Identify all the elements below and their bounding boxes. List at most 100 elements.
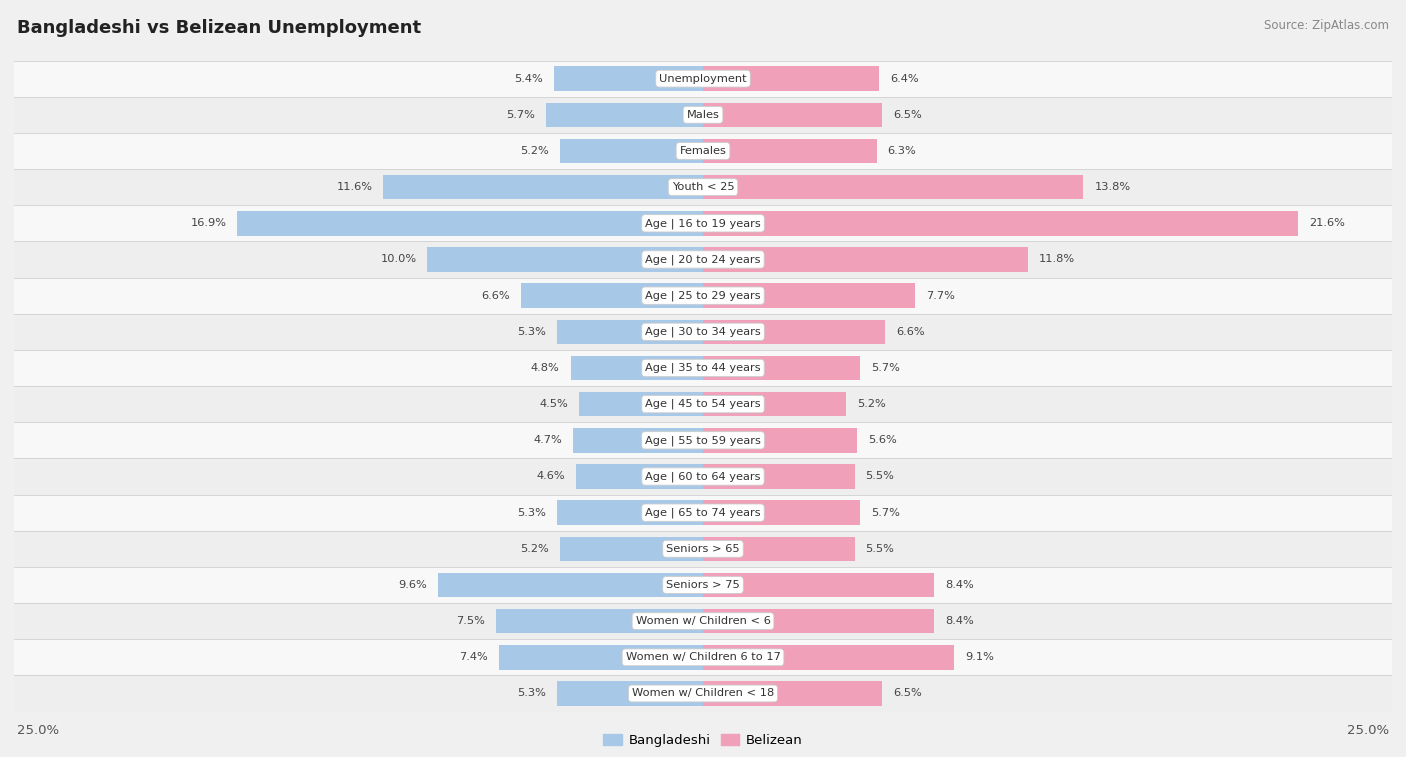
Text: Women w/ Children 6 to 17: Women w/ Children 6 to 17 [626,653,780,662]
Text: 6.6%: 6.6% [896,327,925,337]
Bar [703,283,915,308]
Text: 7.4%: 7.4% [460,653,488,662]
Bar [14,350,1392,386]
Text: Age | 30 to 34 years: Age | 30 to 34 years [645,326,761,337]
Text: 6.6%: 6.6% [481,291,510,301]
Bar [14,422,1392,459]
Text: Source: ZipAtlas.com: Source: ZipAtlas.com [1264,19,1389,32]
Text: 5.2%: 5.2% [520,146,548,156]
Text: 4.6%: 4.6% [537,472,565,481]
Text: Age | 60 to 64 years: Age | 60 to 64 years [645,472,761,481]
Bar [14,494,1392,531]
Bar [703,102,882,127]
Bar [703,139,876,164]
Bar [14,241,1392,278]
Text: 4.8%: 4.8% [531,363,560,373]
Bar [576,464,703,489]
Text: 8.4%: 8.4% [945,616,974,626]
Text: 6.4%: 6.4% [890,73,920,83]
Text: 5.3%: 5.3% [517,327,546,337]
Bar [238,211,703,235]
Text: 5.3%: 5.3% [517,689,546,699]
Text: Bangladeshi vs Belizean Unemployment: Bangladeshi vs Belizean Unemployment [17,19,420,37]
Bar [14,278,1392,313]
Text: 6.3%: 6.3% [887,146,917,156]
Text: Females: Females [679,146,727,156]
Text: 9.6%: 9.6% [399,580,427,590]
Bar [560,537,703,561]
Text: 11.6%: 11.6% [336,182,373,192]
Text: Age | 25 to 29 years: Age | 25 to 29 years [645,291,761,301]
Legend: Bangladeshi, Belizean: Bangladeshi, Belizean [598,728,808,752]
Text: 5.7%: 5.7% [872,363,900,373]
Text: 9.1%: 9.1% [965,653,994,662]
Text: 4.7%: 4.7% [534,435,562,445]
Bar [14,133,1392,169]
Bar [499,645,703,670]
Bar [14,603,1392,639]
Bar [14,386,1392,422]
Text: 5.7%: 5.7% [506,110,534,120]
Text: Seniors > 65: Seniors > 65 [666,544,740,554]
Text: 25.0%: 25.0% [1347,724,1389,737]
Text: Age | 16 to 19 years: Age | 16 to 19 years [645,218,761,229]
Text: 6.5%: 6.5% [893,110,922,120]
Text: 16.9%: 16.9% [190,218,226,229]
Bar [14,97,1392,133]
Text: 5.7%: 5.7% [872,508,900,518]
Bar [14,61,1392,97]
Text: 5.3%: 5.3% [517,508,546,518]
Bar [14,169,1392,205]
Text: 5.4%: 5.4% [515,73,543,83]
Text: Seniors > 75: Seniors > 75 [666,580,740,590]
Text: 25.0%: 25.0% [17,724,59,737]
Text: 5.2%: 5.2% [520,544,548,554]
Bar [703,211,1298,235]
Bar [703,681,882,706]
Bar [14,313,1392,350]
Text: 5.5%: 5.5% [866,472,894,481]
Text: Women w/ Children < 18: Women w/ Children < 18 [631,689,775,699]
Text: Age | 20 to 24 years: Age | 20 to 24 years [645,254,761,265]
Bar [427,248,703,272]
Text: 7.7%: 7.7% [927,291,955,301]
Bar [703,428,858,453]
Bar [703,319,884,344]
Text: 5.5%: 5.5% [866,544,894,554]
Bar [703,248,1028,272]
Text: Age | 65 to 74 years: Age | 65 to 74 years [645,507,761,518]
Bar [14,531,1392,567]
Bar [703,645,953,670]
Bar [496,609,703,634]
Text: Women w/ Children < 6: Women w/ Children < 6 [636,616,770,626]
Bar [703,609,935,634]
Bar [439,573,703,597]
Bar [14,205,1392,241]
Bar [557,500,703,525]
Bar [14,567,1392,603]
Text: 21.6%: 21.6% [1309,218,1346,229]
Bar [703,500,860,525]
Text: Age | 45 to 54 years: Age | 45 to 54 years [645,399,761,410]
Bar [703,537,855,561]
Bar [703,464,855,489]
Bar [579,392,703,416]
Text: Age | 35 to 44 years: Age | 35 to 44 years [645,363,761,373]
Text: Unemployment: Unemployment [659,73,747,83]
Bar [560,139,703,164]
Bar [557,681,703,706]
Bar [14,459,1392,494]
Bar [14,639,1392,675]
Text: 7.5%: 7.5% [457,616,485,626]
Text: 5.2%: 5.2% [858,399,886,409]
Bar [703,67,879,91]
Text: Age | 55 to 59 years: Age | 55 to 59 years [645,435,761,446]
Bar [574,428,703,453]
Text: Males: Males [686,110,720,120]
Bar [571,356,703,380]
Text: Youth < 25: Youth < 25 [672,182,734,192]
Text: 8.4%: 8.4% [945,580,974,590]
Bar [703,356,860,380]
Bar [703,175,1083,199]
Text: 6.5%: 6.5% [893,689,922,699]
